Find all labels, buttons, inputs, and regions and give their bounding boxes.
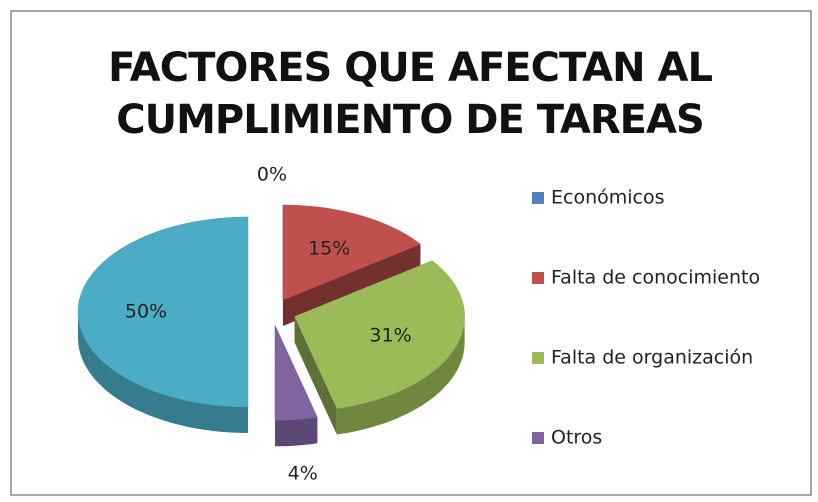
slice-side — [275, 417, 318, 447]
legend-label: Económicos — [551, 187, 665, 209]
legend-swatch — [532, 432, 544, 444]
legend-label: Otros — [551, 427, 602, 449]
chart-title: FACTORES QUE AFECTAN AL CUMPLIMIENTO DE … — [108, 45, 713, 143]
data-label: 50% — [125, 301, 167, 323]
legend-label: Falta de conocimiento — [551, 267, 760, 289]
slice-side — [78, 312, 248, 433]
data-label: 31% — [369, 324, 411, 346]
slice — [282, 204, 421, 301]
legend-swatch — [532, 352, 544, 364]
slice-cut-face — [282, 244, 421, 327]
data-label: 15% — [308, 238, 350, 260]
data-label: 4% — [288, 462, 318, 484]
data-label: 0% — [257, 164, 287, 186]
slice-cut-face — [294, 316, 337, 435]
legend-swatch — [532, 192, 544, 204]
slice — [77, 216, 249, 408]
legend-label: Falta de organización — [551, 347, 753, 369]
legend-swatch — [532, 272, 544, 284]
slice-side — [336, 316, 465, 435]
slice — [274, 325, 318, 421]
slice — [294, 260, 465, 409]
